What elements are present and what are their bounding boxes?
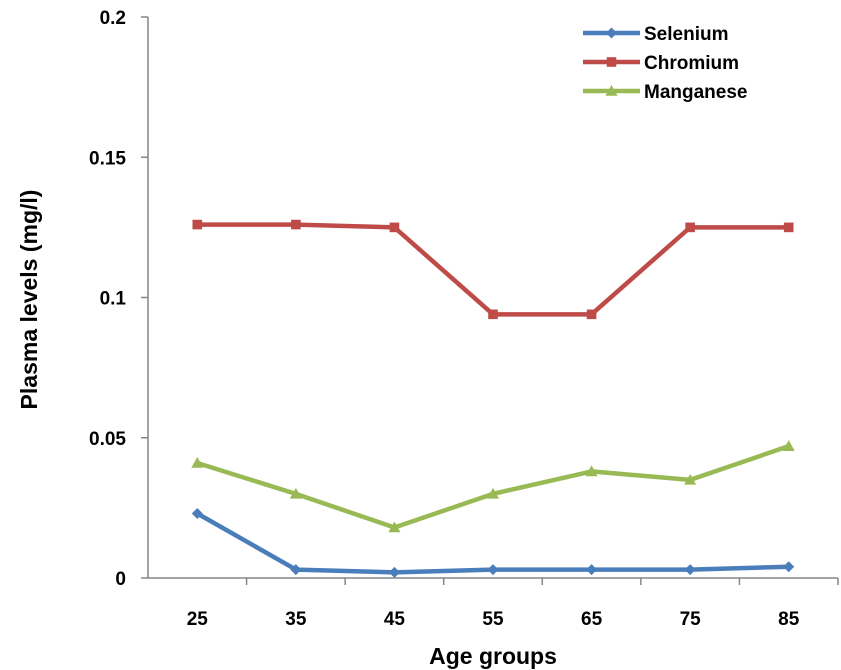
legend: Selenium Chromium Manganese	[583, 24, 747, 103]
chromium-point	[586, 309, 597, 320]
x-tick-label: 85	[778, 609, 800, 630]
chromium-point	[685, 222, 695, 233]
x-tick-label: 75	[680, 609, 702, 630]
y-tick-label: 0.05	[89, 429, 126, 450]
selenium-point	[783, 561, 795, 573]
manganese-series	[191, 440, 795, 533]
selenium-point	[290, 564, 302, 576]
manganese-point	[388, 521, 401, 533]
x-axis-ticks: 25 35 45 55 65 75 85	[187, 578, 839, 630]
selenium-point	[586, 564, 598, 576]
chromium-point	[192, 219, 203, 230]
legend-marker-chromium	[606, 57, 617, 67]
legend-item-selenium: Selenium	[583, 24, 728, 45]
chromium-point	[783, 222, 794, 233]
legend-item-manganese: Manganese	[583, 82, 747, 103]
legend-label-chromium: Chromium	[644, 53, 739, 74]
chromium-line	[195, 222, 791, 317]
chromium-point	[488, 309, 498, 320]
series-group	[191, 219, 795, 578]
legend-marker-selenium	[606, 27, 617, 39]
manganese-point	[782, 440, 795, 451]
legend-item-chromium: Chromium	[583, 53, 739, 74]
y-tick-label: 0	[115, 569, 126, 590]
manganese-point	[487, 487, 499, 499]
chromium-series	[192, 219, 794, 320]
x-tick-label: 65	[581, 609, 603, 630]
manganese-point	[191, 456, 204, 468]
y-tick-label: 0.2	[100, 8, 126, 29]
manganese-point	[684, 473, 697, 485]
legend-label-manganese: Manganese	[644, 82, 747, 103]
legend-marker-manganese	[605, 85, 618, 96]
x-tick-label: 25	[187, 609, 209, 630]
selenium-line	[195, 511, 791, 575]
selenium-point	[684, 564, 696, 576]
manganese-point	[585, 465, 598, 477]
chromium-point	[291, 219, 301, 230]
selenium-point	[388, 566, 400, 578]
y-axis-ticks: 0 0.05 0.1 0.15 0.2	[89, 8, 148, 590]
manganese-point	[289, 487, 302, 499]
legend-label-selenium: Selenium	[644, 24, 728, 45]
chromium-point	[389, 222, 400, 233]
selenium-point	[191, 507, 203, 519]
y-axis-title: Plasma levels (mg/l)	[16, 190, 42, 410]
x-tick-label: 35	[285, 609, 307, 630]
y-tick-label: 0.1	[100, 289, 127, 310]
y-tick-label: 0.15	[89, 148, 126, 169]
x-axis-title: Age groups	[429, 643, 557, 669]
x-tick-label: 55	[482, 609, 504, 630]
selenium-series	[191, 507, 795, 578]
manganese-line	[195, 443, 791, 530]
x-tick-label: 45	[384, 609, 406, 630]
selenium-point	[487, 564, 499, 576]
